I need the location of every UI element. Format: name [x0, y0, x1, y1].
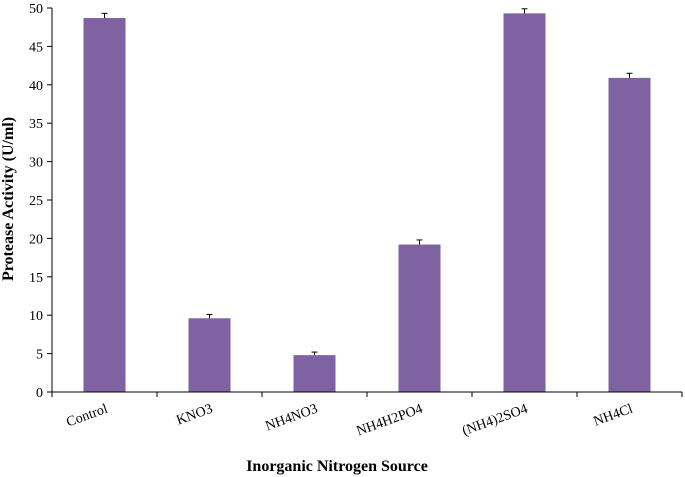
x-tick-label: NH4NO3	[264, 402, 320, 435]
bar-Control	[83, 17, 126, 392]
y-axis: 0 5 10 15 20 25 30 35 40 45 50	[29, 2, 53, 401]
bar-(NH4)2SO4	[503, 13, 546, 392]
x-axis: Control KNO3 NH4NO3 NH4H2PO4 (NH4)2SO4 NH4Cl	[51, 391, 683, 440]
x-axis-title: Inorganic Nitrogen Source	[246, 458, 428, 475]
x-tick-label: NH4H2PO4	[355, 402, 425, 440]
y-tick-label: 0	[36, 386, 43, 401]
bar-NH4NO3	[293, 355, 336, 392]
y-tick-label: 10	[29, 309, 43, 324]
y-tick-label: 25	[29, 194, 43, 209]
bar-NH4Cl	[608, 77, 651, 392]
y-axis-title: Protease Activity (U/ml)	[0, 117, 17, 281]
bars	[83, 8, 651, 392]
y-tick-label: 20	[29, 232, 43, 247]
x-tick-label: (NH4)2SO4	[460, 402, 529, 440]
bar-KNO3	[188, 318, 231, 392]
bar-NH4H2PO4	[398, 244, 441, 392]
x-tick-label: KNO3	[175, 402, 215, 429]
x-tick-label: NH4Cl	[592, 402, 635, 430]
y-tick-label: 50	[29, 2, 43, 17]
y-tick-label: 15	[29, 271, 43, 286]
y-tick-label: 5	[36, 348, 43, 363]
x-tick-label: Control	[65, 402, 110, 431]
y-tick-label: 35	[29, 117, 43, 132]
y-tick-label: 30	[29, 156, 43, 171]
y-tick-label: 45	[29, 40, 43, 55]
y-tick-label: 40	[29, 79, 43, 94]
